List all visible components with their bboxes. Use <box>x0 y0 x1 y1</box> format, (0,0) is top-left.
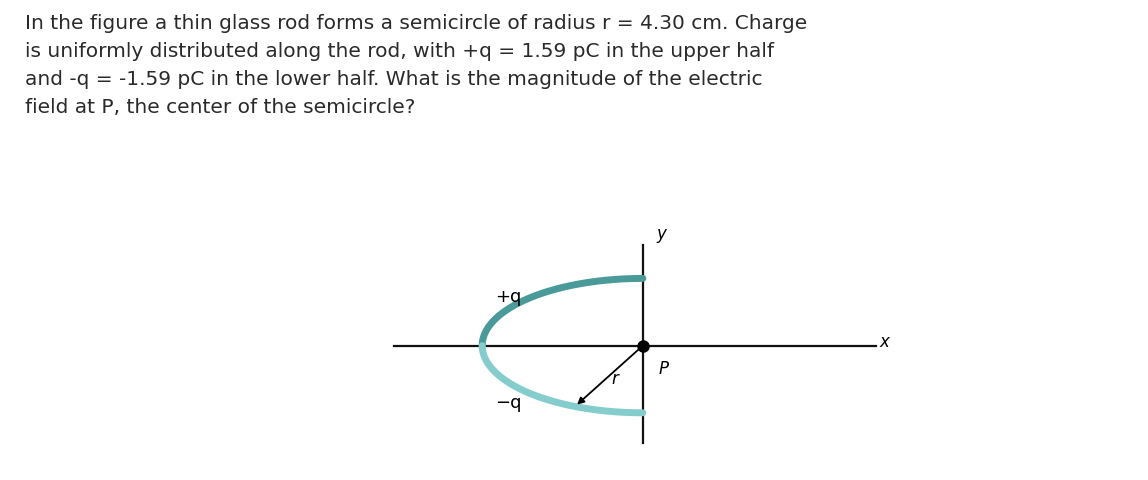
Text: +q: +q <box>495 288 521 306</box>
Text: y: y <box>657 226 667 243</box>
Text: r: r <box>611 371 618 388</box>
Text: x: x <box>879 333 889 351</box>
Text: P: P <box>659 360 669 378</box>
Text: −q: −q <box>495 394 521 412</box>
Text: In the figure a thin glass rod forms a semicircle of radius r = 4.30 cm. Charge
: In the figure a thin glass rod forms a s… <box>25 14 807 118</box>
